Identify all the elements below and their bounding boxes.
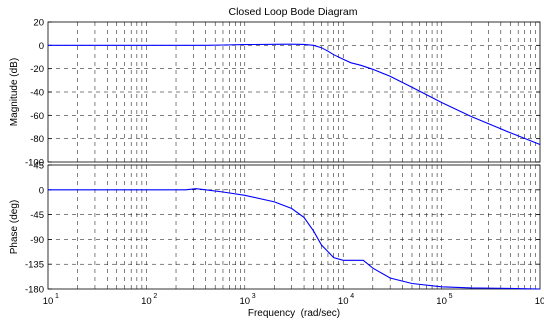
x-tick-label: 10 bbox=[338, 296, 349, 307]
x-tick-exponent: 5 bbox=[449, 293, 453, 300]
y-tick-label: -135 bbox=[25, 260, 44, 271]
phase-y-axis-label: Phase (deg) bbox=[9, 200, 20, 254]
x-tick-exponent: 3 bbox=[252, 293, 256, 300]
phase-series-line bbox=[48, 188, 541, 290]
y-tick-label: -80 bbox=[30, 134, 44, 145]
magnitude-series-line bbox=[48, 43, 541, 146]
x-tick-label: 10 bbox=[240, 296, 251, 307]
y-tick-label: -40 bbox=[30, 88, 44, 99]
x-tick-exponent: 2 bbox=[153, 293, 157, 300]
phase-plot-frame bbox=[47, 164, 541, 290]
x-tick-exponent: 4 bbox=[350, 293, 354, 300]
y-tick-label: -100 bbox=[25, 158, 44, 169]
y-tick-label: -45 bbox=[30, 210, 44, 221]
x-tick-label: 10 bbox=[141, 296, 152, 307]
x-axis-ticks: 101102103104105106 bbox=[43, 293, 544, 307]
x-tick-exponent: 1 bbox=[55, 293, 59, 300]
y-tick-label: 20 bbox=[33, 18, 44, 29]
x-tick-label: 10 bbox=[43, 296, 54, 307]
y-tick-label: -20 bbox=[30, 64, 44, 75]
y-tick-label: 0 bbox=[39, 41, 44, 52]
x-tick-label: 10 bbox=[436, 296, 447, 307]
y-tick-label: -180 bbox=[25, 285, 44, 296]
x-tick-label: 10 bbox=[535, 296, 544, 307]
magnitude-grid bbox=[48, 22, 540, 162]
phase-panel: 45 0 -45 -90 -135 -180 Phase (deg) bbox=[9, 161, 541, 296]
y-tick-label: -60 bbox=[30, 111, 44, 122]
phase-y-ticks: 45 0 -45 -90 -135 -180 bbox=[25, 161, 540, 296]
chart-title: Closed Loop Bode Diagram bbox=[229, 6, 358, 18]
y-tick-label: 45 bbox=[33, 161, 44, 172]
magnitude-y-axis-label: Magnitude (dB) bbox=[9, 58, 20, 126]
y-tick-label: -90 bbox=[30, 235, 44, 246]
x-axis-label: Frequency (rad/sec) bbox=[248, 308, 340, 319]
y-tick-label: 0 bbox=[39, 185, 44, 196]
magnitude-panel: 20 0 -20 -40 -60 -80 -100 Magnitude (dB) bbox=[9, 18, 541, 169]
